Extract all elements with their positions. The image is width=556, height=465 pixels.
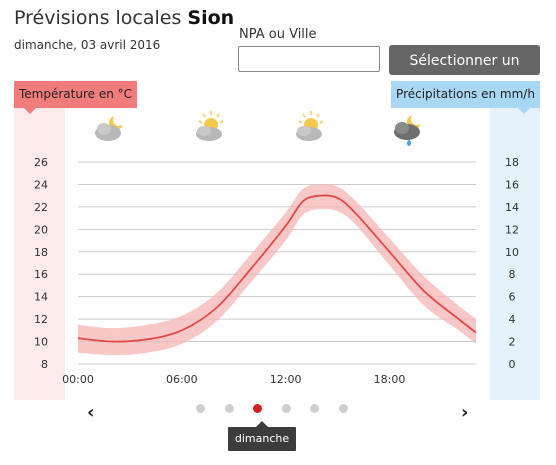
day-dot[interactable]	[196, 404, 205, 413]
precipitation-ticks: 0 2 4 6 8 10 12 14 16 18	[505, 156, 519, 371]
temperature-tick-label: 24	[34, 178, 48, 191]
temperature-axis-header: Température en °C	[14, 81, 137, 114]
precipitation-tick-label: 10	[505, 246, 519, 259]
temperature-band-area	[78, 184, 476, 356]
temperature-tick-label: 26	[34, 156, 48, 169]
day-dot[interactable]	[310, 404, 320, 413]
cloudy-night-rain-icon	[394, 113, 423, 146]
temperature-tick-label: 18	[34, 246, 48, 259]
next-day-arrow[interactable]: ›	[461, 402, 469, 423]
partly-cloudy-night-icon	[95, 114, 125, 141]
precipitation-tick-label: 12	[505, 223, 519, 236]
precipitation-axis-band	[490, 108, 540, 400]
precipitation-tick-label: 6	[509, 291, 516, 304]
precipitation-tick-label: 0	[509, 358, 516, 371]
temperature-tick-label: 14	[34, 291, 48, 304]
precipitation-axis-header: Précipitations en mm/h	[391, 81, 540, 114]
temperature-line	[77, 194, 477, 343]
partly-cloudy-day-icon	[296, 111, 324, 141]
temperature-tick-label: 8	[41, 358, 48, 371]
temperature-tick-label: 16	[34, 268, 48, 281]
forecast-date: dimanche, 03 avril 2016	[14, 38, 161, 52]
day-dot[interactable]	[281, 404, 291, 413]
title-location: Sion	[187, 7, 235, 29]
precipitation-tick-label: 18	[505, 156, 519, 169]
day-dot[interactable]	[339, 404, 348, 413]
time-tick-label: 12:00	[270, 373, 302, 386]
precipitation-tick-label: 14	[505, 201, 519, 214]
page-title: Prévisions locales Sion	[14, 7, 234, 29]
temperature-series	[77, 194, 477, 343]
temperature-uncertainty-band	[78, 184, 476, 356]
time-tick-label: 06:00	[166, 373, 198, 386]
temperature-tick-label: 22	[34, 201, 48, 214]
day-dot[interactable]	[253, 404, 263, 413]
day-dot[interactable]	[224, 404, 234, 413]
partly-cloudy-day-icon	[196, 111, 224, 141]
precipitation-tick-label: 4	[509, 313, 516, 326]
temperature-tick-label: 12	[34, 313, 48, 326]
location-search-input[interactable]	[238, 46, 380, 72]
temperature-axis-band	[14, 108, 65, 400]
precipitation-tick-label: 8	[509, 268, 516, 281]
time-tick-label: 18:00	[374, 373, 406, 386]
temperature-tick-label: 20	[34, 223, 48, 236]
temperature-ticks: 8 10 12 14 16 18 20 22 24 26	[34, 156, 48, 371]
title-prefix: Prévisions locales	[14, 7, 182, 29]
temperature-tick-label: 10	[34, 336, 48, 349]
day-tooltip: dimanche	[228, 421, 296, 451]
time-ticks: 00:00 06:00 12:00 18:00	[62, 373, 405, 386]
search-label: NPA ou Ville	[239, 27, 317, 42]
time-tick-label: 00:00	[62, 373, 94, 386]
precipitation-tick-label: 16	[505, 178, 519, 191]
previous-day-arrow[interactable]: ‹	[87, 402, 95, 423]
precipitation-tick-label: 2	[509, 336, 516, 349]
